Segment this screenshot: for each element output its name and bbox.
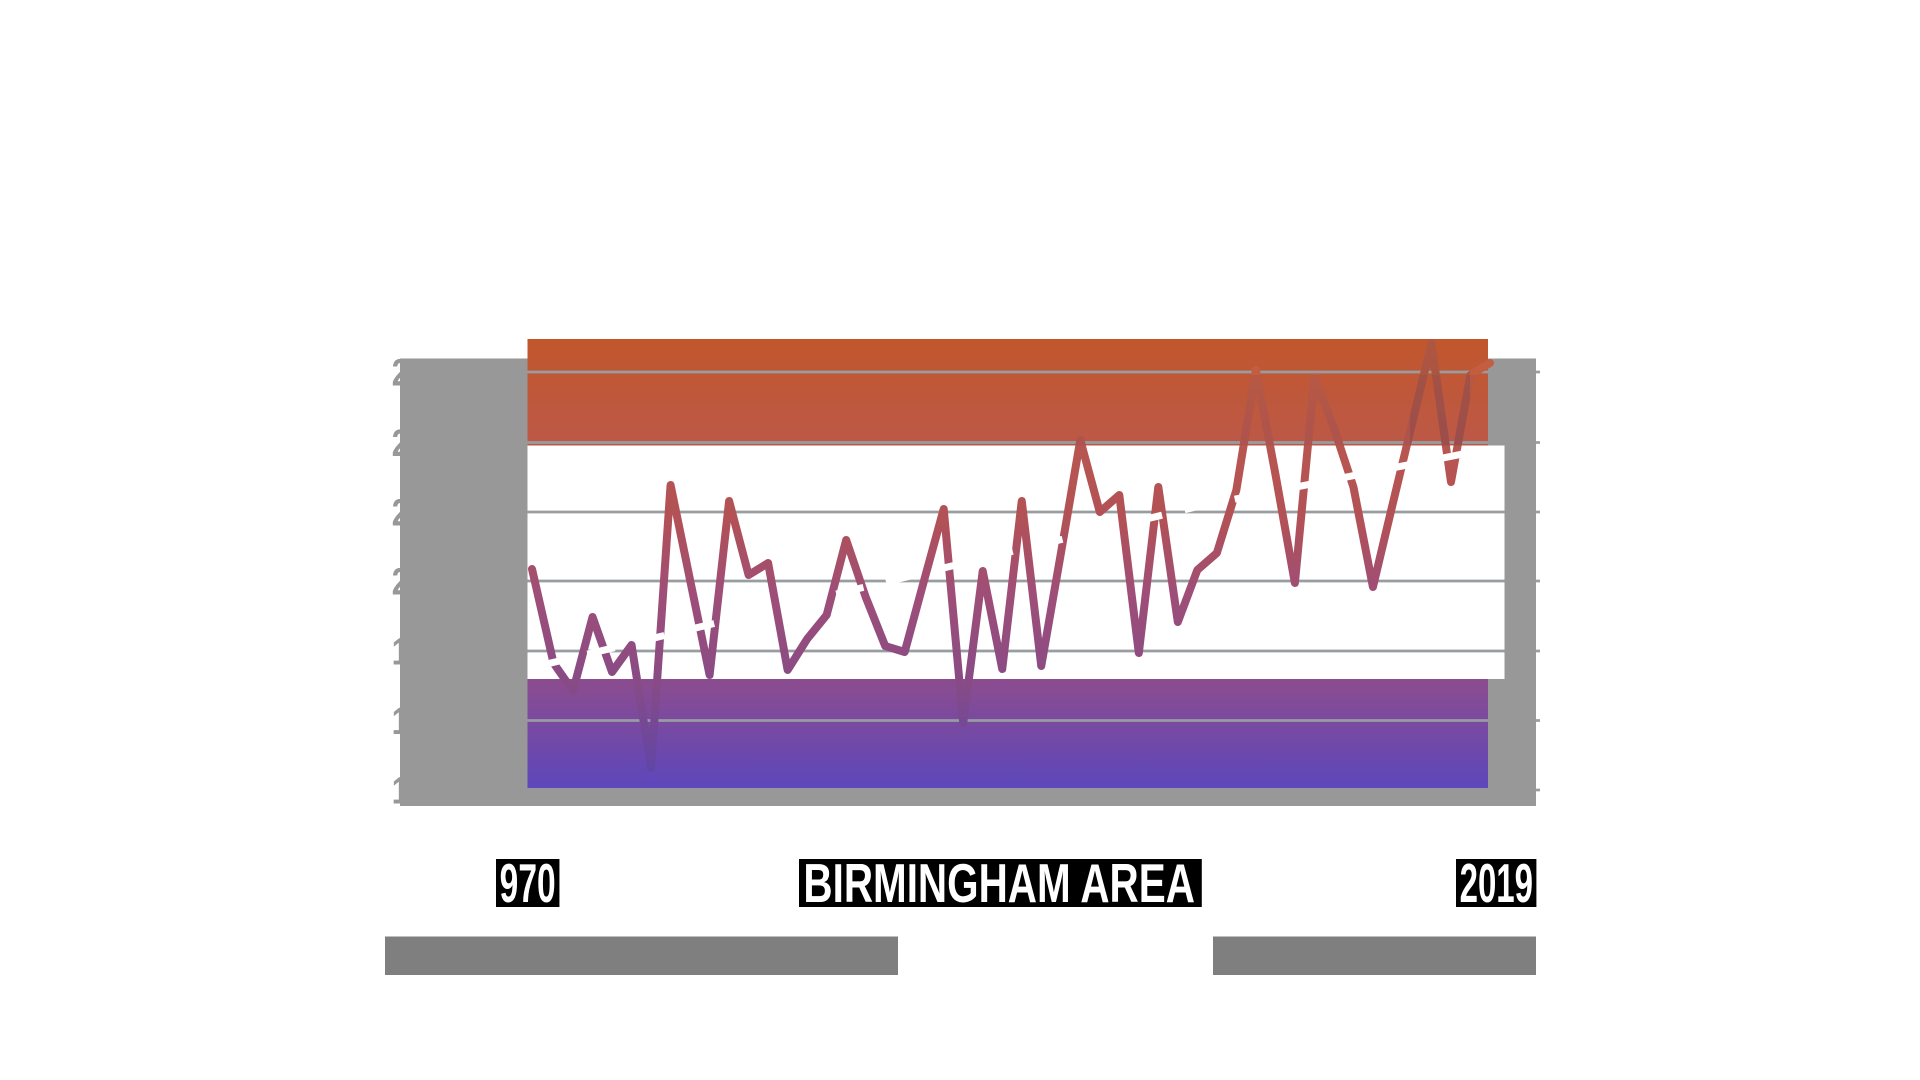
svg-text:14: 14 xyxy=(392,770,426,812)
svg-text:16: 16 xyxy=(392,701,426,743)
svg-text:18: 18 xyxy=(392,631,426,673)
svg-text:22: 22 xyxy=(392,492,426,534)
svg-text:20: 20 xyxy=(392,561,426,603)
svg-text:24: 24 xyxy=(392,423,426,465)
svg-text:26: 26 xyxy=(392,352,426,394)
